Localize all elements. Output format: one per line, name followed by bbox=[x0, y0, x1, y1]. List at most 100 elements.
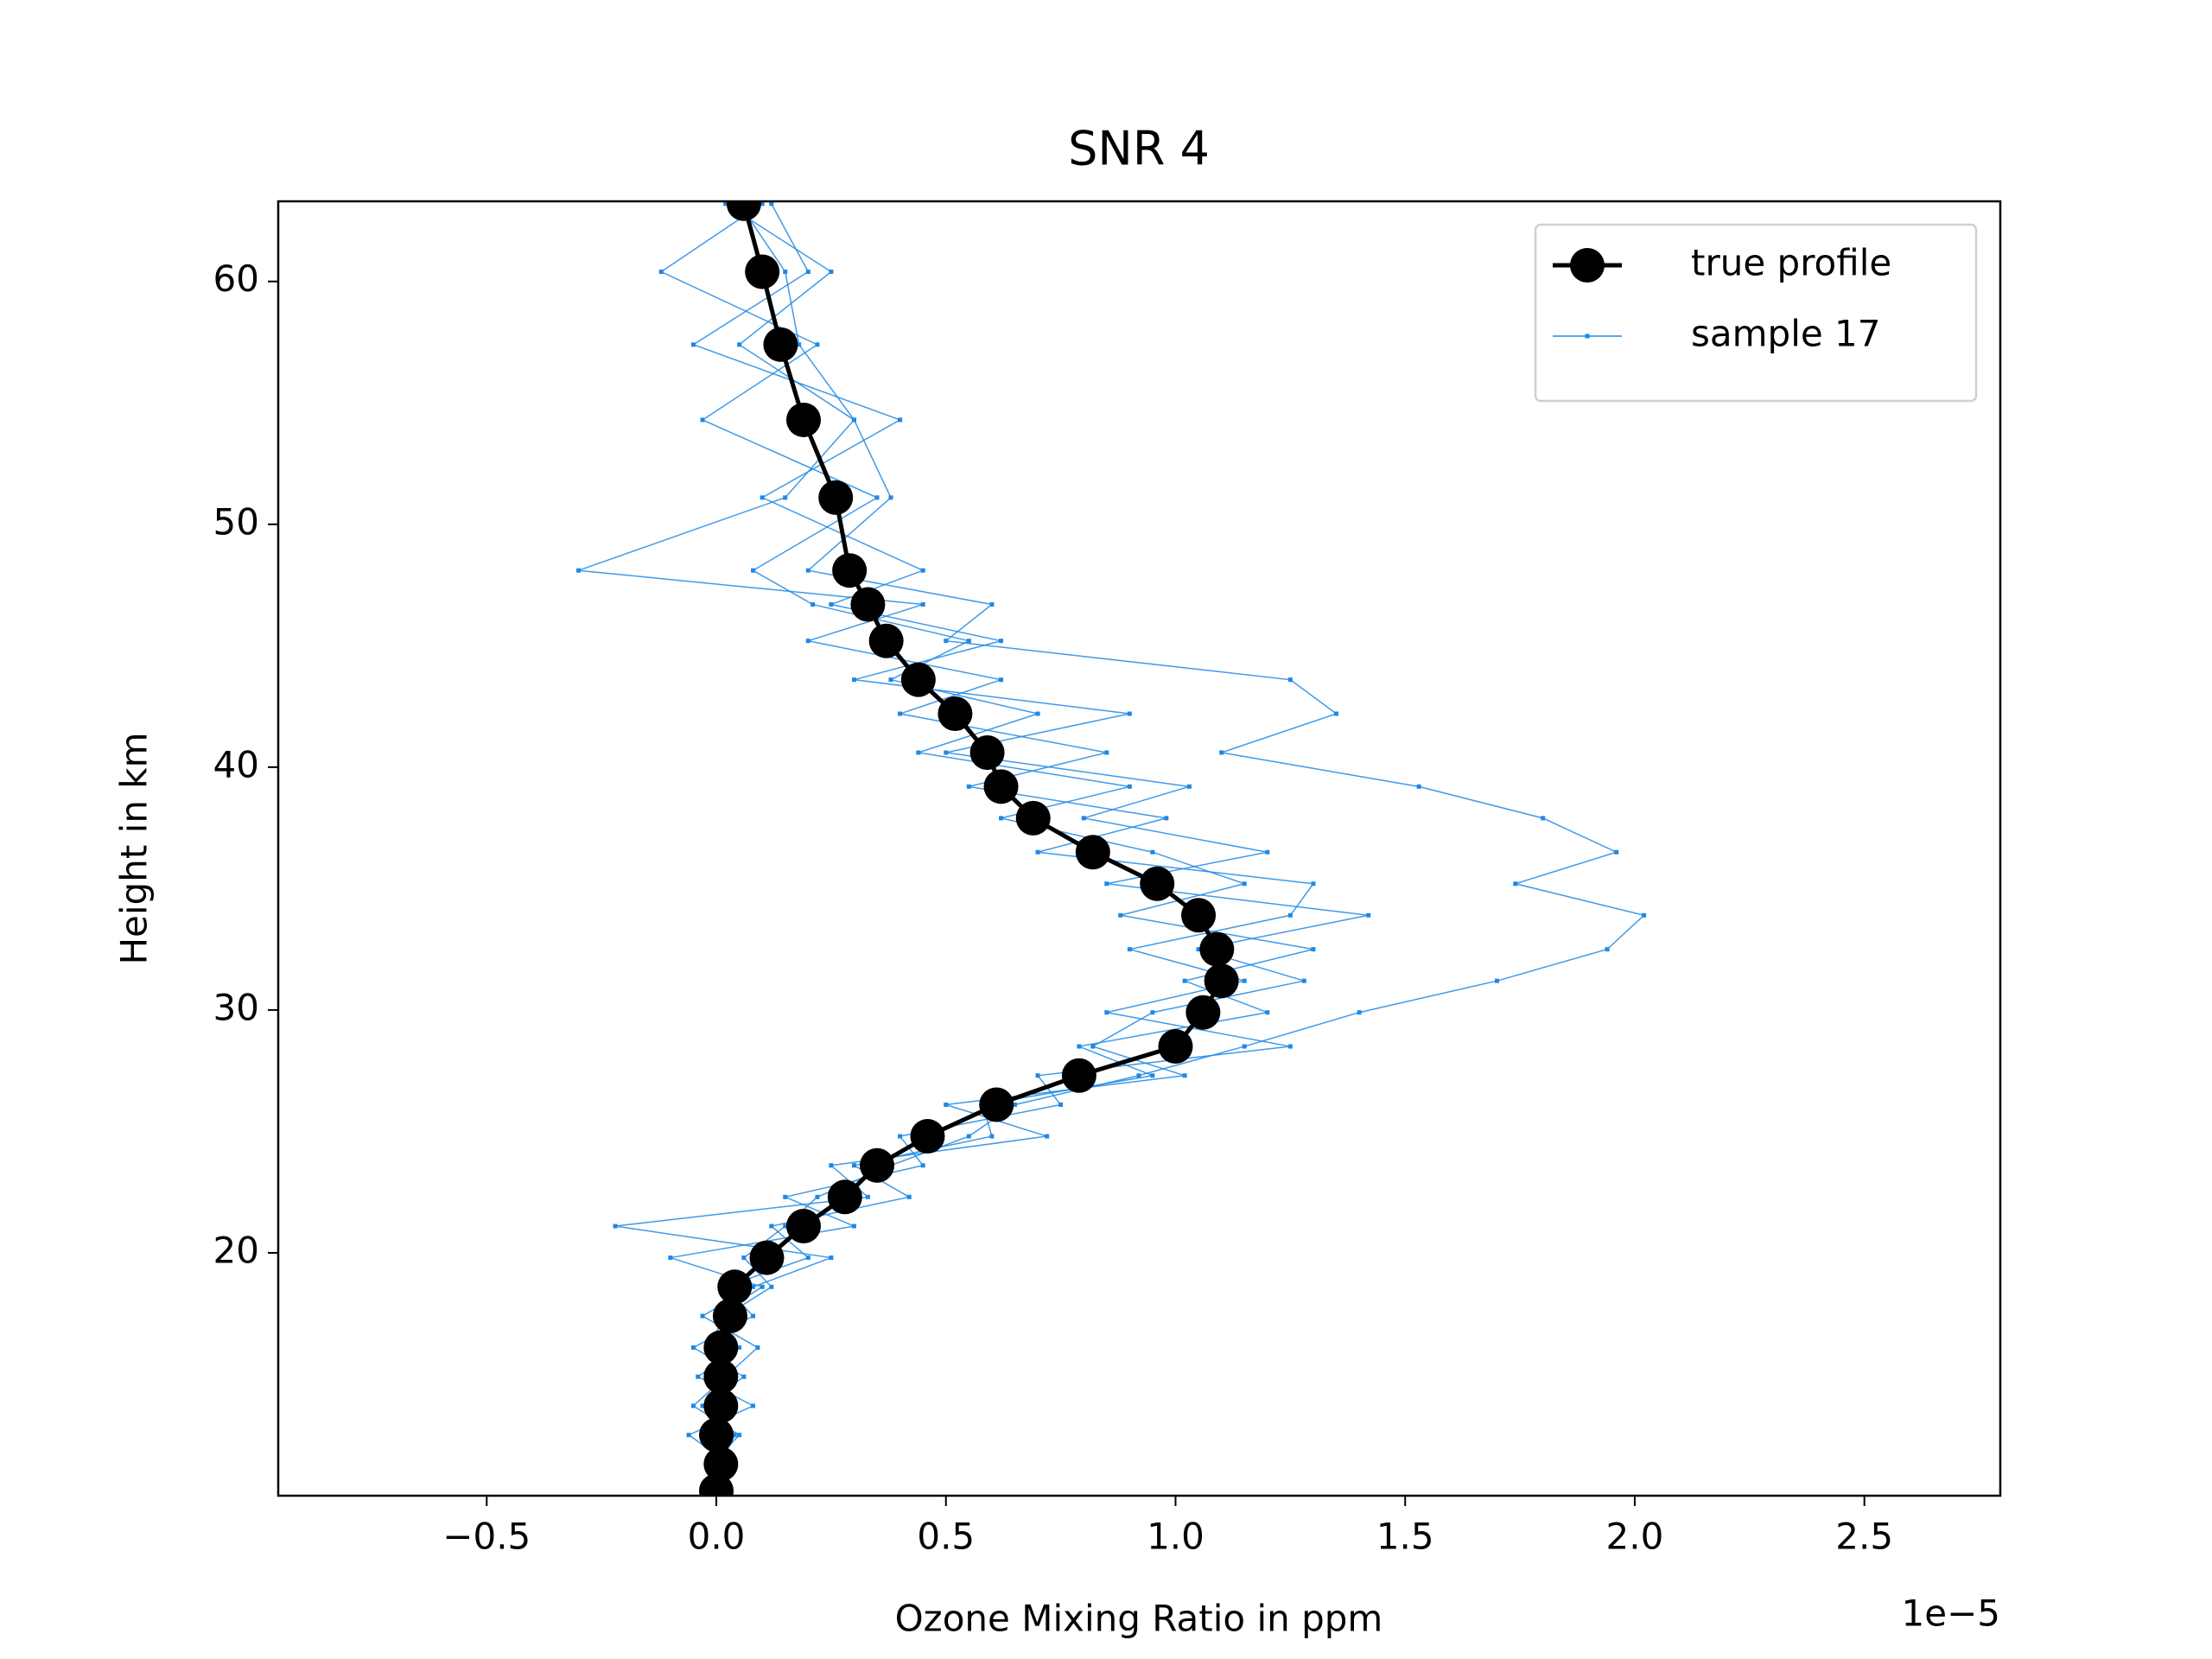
sample-point bbox=[829, 1163, 834, 1168]
sample-point bbox=[898, 711, 903, 716]
sample-point bbox=[805, 568, 810, 573]
sample-point bbox=[1495, 978, 1500, 983]
y-tick-label: 20 bbox=[213, 1229, 259, 1271]
sample-point bbox=[1127, 711, 1132, 716]
profile-line bbox=[714, 203, 1224, 1491]
x-tick-label: 2.0 bbox=[1606, 1516, 1664, 1558]
sample-point bbox=[1077, 1044, 1082, 1049]
sample-point bbox=[888, 677, 893, 683]
sample-point bbox=[1045, 1134, 1050, 1139]
y-tick-label: 30 bbox=[213, 986, 259, 1028]
sample-point bbox=[989, 1134, 995, 1139]
profile-point bbox=[979, 1087, 1014, 1122]
sample-line bbox=[702, 203, 1646, 1491]
sample-point bbox=[1164, 816, 1169, 821]
sample-point bbox=[783, 1194, 788, 1199]
sample-point bbox=[966, 1134, 971, 1139]
sample-point bbox=[1311, 881, 1316, 887]
sample-point bbox=[1366, 912, 1371, 918]
sample-point bbox=[783, 270, 788, 275]
sample-point bbox=[851, 677, 856, 683]
x-axis-label: Ozone Mixing Ratio in ppm bbox=[895, 1598, 1383, 1640]
sample-point bbox=[944, 1103, 949, 1108]
sample-point bbox=[829, 270, 834, 275]
profile-point bbox=[860, 1147, 895, 1183]
sample-point bbox=[1058, 1103, 1064, 1108]
sample-point bbox=[999, 639, 1004, 644]
sample-point bbox=[1136, 1073, 1141, 1078]
sample-point bbox=[1182, 978, 1187, 983]
profile-point bbox=[1075, 835, 1110, 870]
profile-point bbox=[703, 1446, 739, 1482]
sample-point bbox=[741, 1374, 747, 1379]
sample-point bbox=[906, 1194, 912, 1199]
sample-point bbox=[944, 750, 949, 755]
legend-box bbox=[1534, 223, 1978, 403]
x-tick-label: 0.5 bbox=[917, 1516, 975, 1558]
profile-point bbox=[969, 734, 1005, 770]
sample-point bbox=[920, 568, 925, 573]
sample-point bbox=[760, 201, 765, 207]
sample-point bbox=[1118, 912, 1123, 918]
sample-point bbox=[1150, 849, 1155, 855]
sample-point bbox=[829, 1255, 834, 1261]
sample-point bbox=[783, 1224, 788, 1229]
sample-point bbox=[829, 602, 834, 607]
profile-point bbox=[763, 327, 798, 362]
profile-point bbox=[1140, 866, 1175, 901]
chart-title: SNR 4 bbox=[1068, 122, 1210, 176]
profile-point bbox=[703, 1359, 739, 1395]
sample-point bbox=[751, 1284, 756, 1289]
sample-point bbox=[1182, 1073, 1187, 1078]
profile-point bbox=[712, 1299, 747, 1334]
profile-point bbox=[749, 1240, 785, 1275]
sample-point bbox=[1150, 1010, 1155, 1015]
profile-point bbox=[785, 402, 821, 437]
profile-point bbox=[745, 254, 780, 289]
x-tick-label: −0.5 bbox=[442, 1516, 531, 1558]
sample-point bbox=[1150, 1073, 1155, 1078]
profile-point bbox=[900, 662, 936, 697]
sample-line bbox=[659, 203, 1314, 1491]
x-tick-label: 2.5 bbox=[1835, 1516, 1893, 1558]
sample-point bbox=[700, 1403, 705, 1408]
sample-point bbox=[1090, 1044, 1096, 1049]
sample-point bbox=[737, 1433, 742, 1438]
x-tick-label: 1.0 bbox=[1147, 1516, 1205, 1558]
sample-point bbox=[668, 1255, 673, 1261]
sample-point bbox=[898, 1134, 903, 1139]
sample-point bbox=[769, 1284, 774, 1289]
profile-point bbox=[827, 1179, 862, 1215]
sample-point bbox=[1081, 816, 1086, 821]
sample-point bbox=[741, 1255, 747, 1261]
profile-point bbox=[868, 623, 904, 658]
profile-point bbox=[703, 1330, 739, 1365]
sample-point bbox=[1219, 750, 1224, 755]
sample-point bbox=[1012, 1103, 1017, 1108]
sample-point bbox=[700, 417, 705, 423]
sample-point bbox=[1242, 881, 1247, 887]
profile-point bbox=[1181, 898, 1217, 933]
sample-point bbox=[815, 1194, 820, 1199]
sample-point bbox=[888, 495, 893, 500]
sample-point bbox=[690, 342, 696, 347]
sample-point bbox=[999, 677, 1004, 683]
sample-point bbox=[1614, 849, 1619, 855]
sample-point bbox=[1104, 1010, 1109, 1015]
sample-point bbox=[805, 639, 810, 644]
sample-point bbox=[1196, 947, 1201, 952]
sample-point bbox=[1605, 947, 1610, 952]
profile-point bbox=[699, 1473, 734, 1496]
sample-point bbox=[810, 602, 816, 607]
sample-point bbox=[1513, 881, 1518, 887]
sample-point bbox=[1265, 1010, 1270, 1015]
y-tick-label: 40 bbox=[213, 743, 259, 785]
sample-point bbox=[1541, 816, 1546, 821]
sample-point bbox=[760, 1284, 765, 1289]
sample-point bbox=[696, 1374, 701, 1379]
sample-point bbox=[760, 495, 765, 500]
sample-point bbox=[1311, 947, 1316, 952]
sample-point bbox=[815, 342, 820, 347]
sample-point bbox=[723, 201, 728, 207]
y-tick-label: 60 bbox=[213, 257, 259, 300]
